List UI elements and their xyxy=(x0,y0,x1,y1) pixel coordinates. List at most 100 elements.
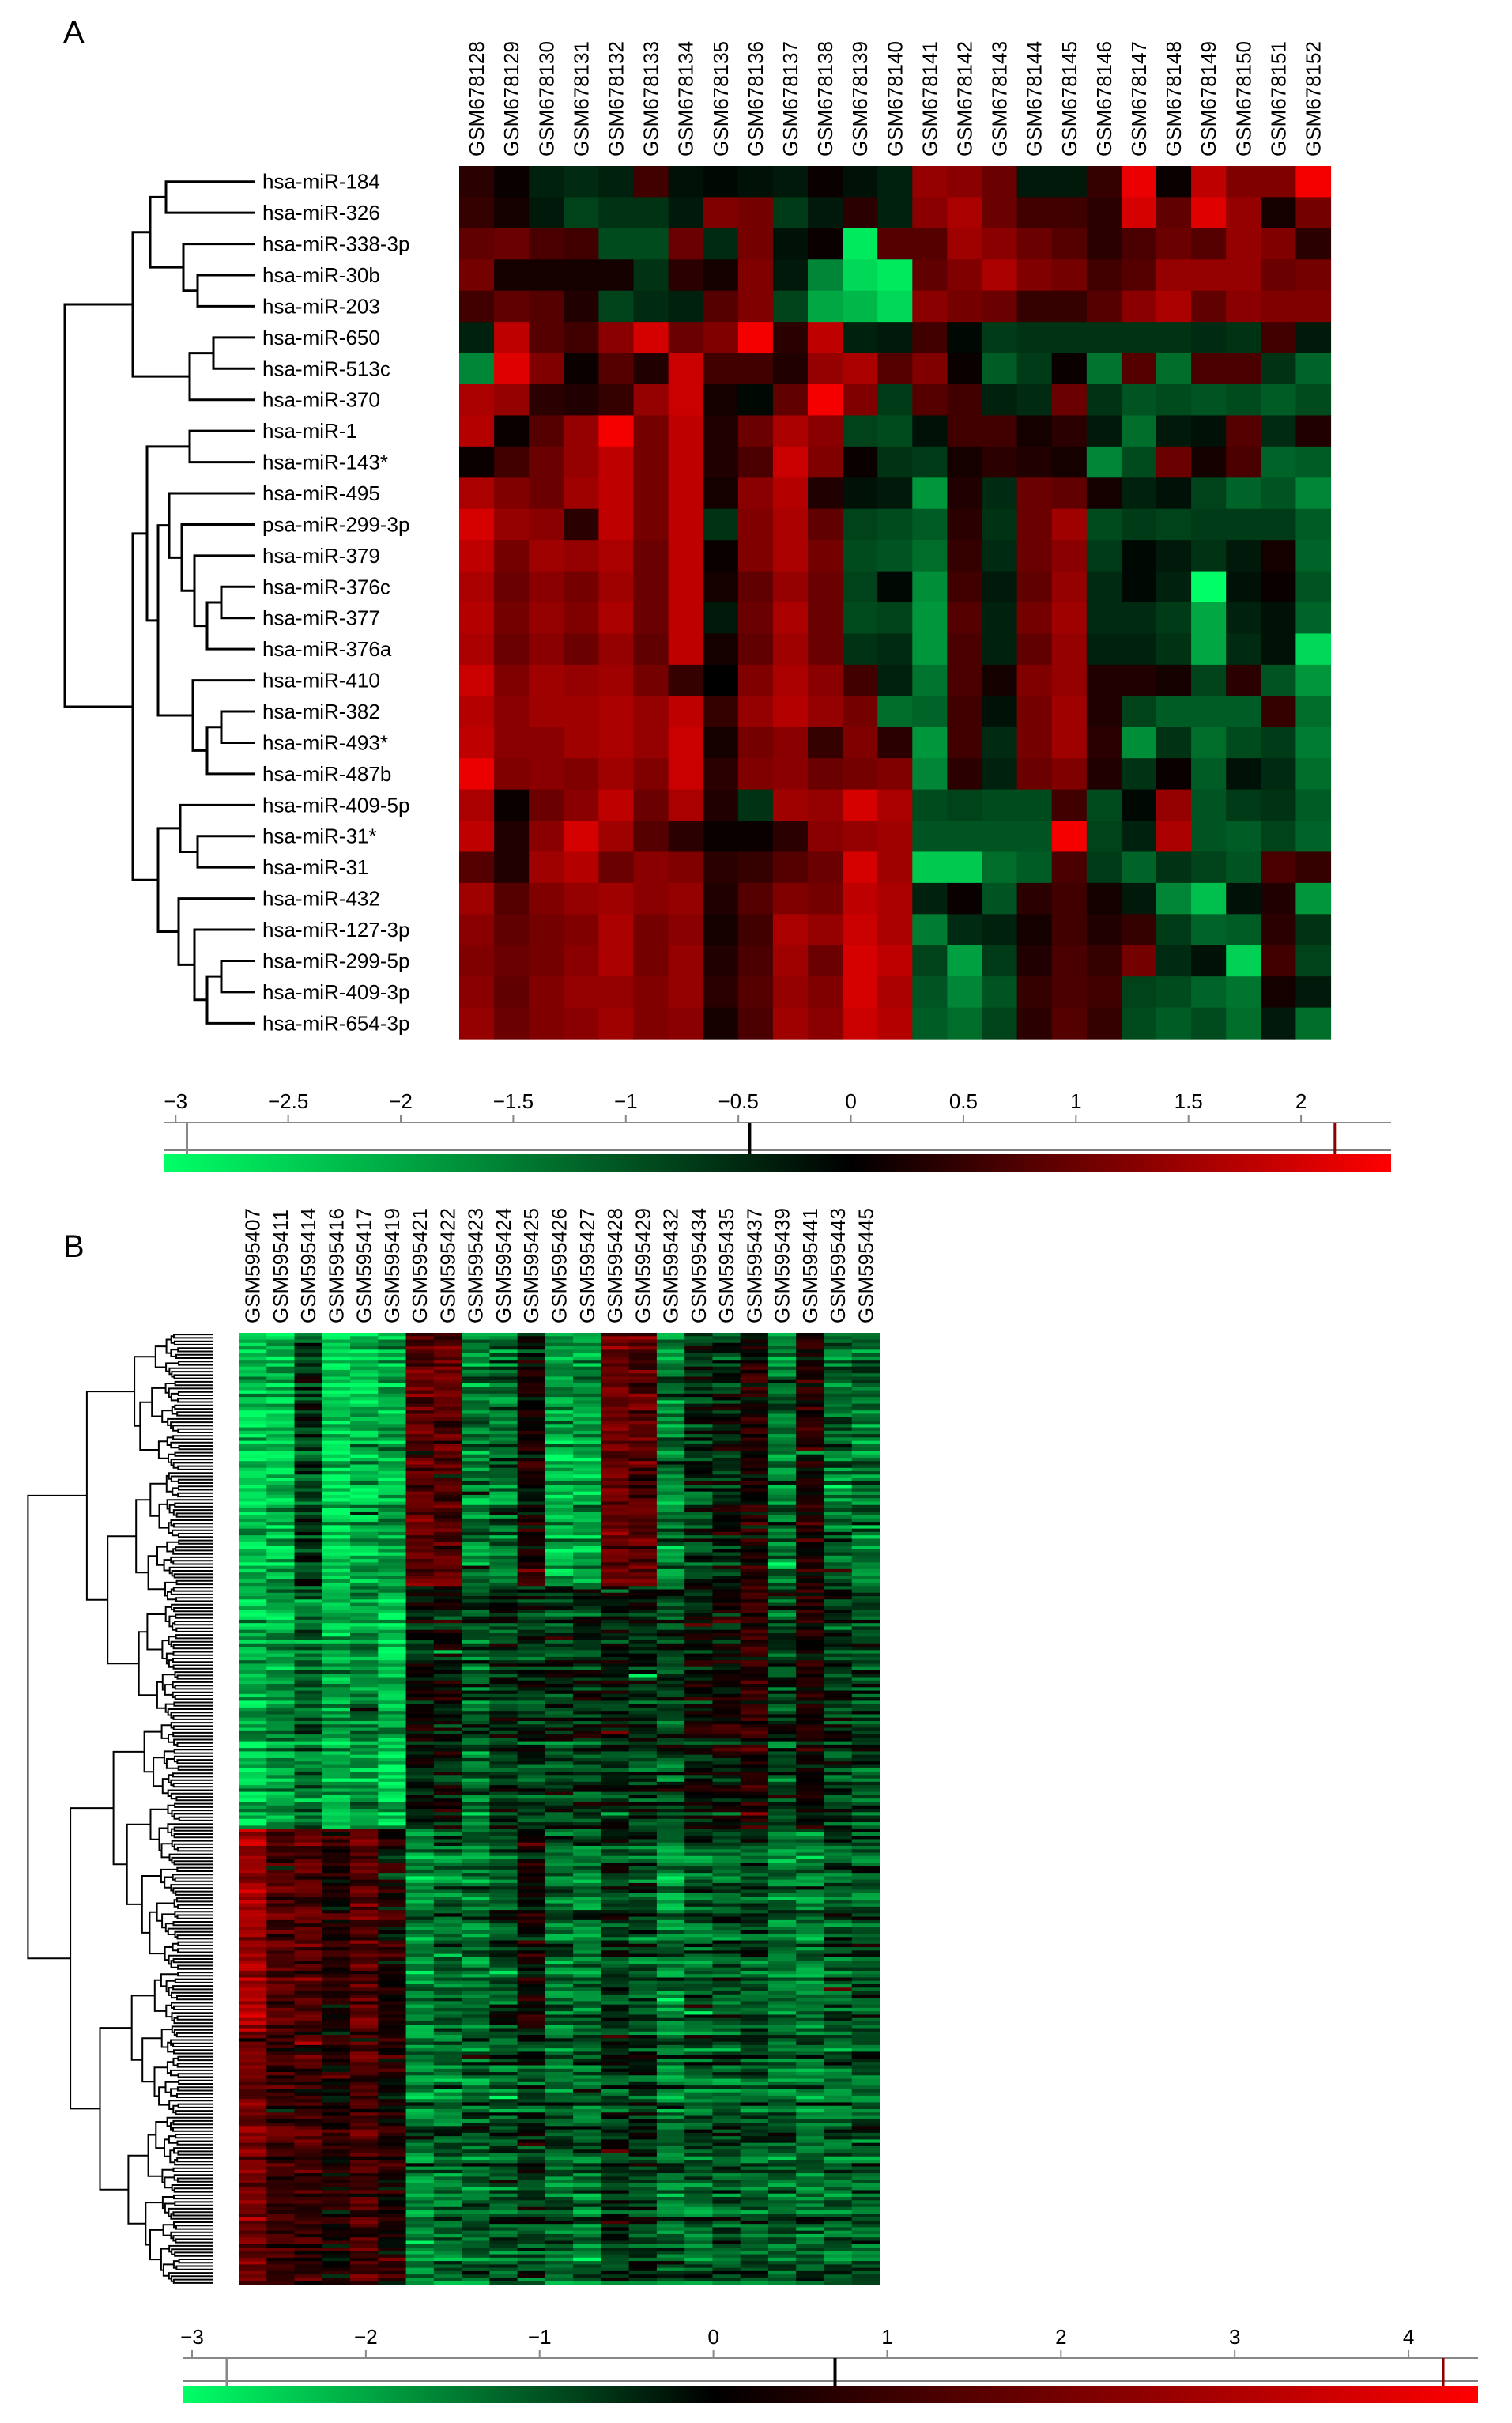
heatmap-cell xyxy=(824,1768,853,1772)
heatmap-cell xyxy=(517,1700,546,1705)
heatmap-cell xyxy=(545,1498,574,1503)
heatmap-cell xyxy=(322,1768,351,1772)
heatmap-cell xyxy=(294,1333,323,1337)
heatmap-cell xyxy=(433,1501,462,1506)
heatmap-cell xyxy=(628,1427,658,1432)
heatmap-cell xyxy=(322,1400,351,1405)
heatmap-cell xyxy=(405,1711,435,1715)
heatmap-cell xyxy=(712,1893,741,1897)
heatmap-cell xyxy=(601,1693,630,1698)
heatmap-cell xyxy=(350,1727,379,1732)
heatmap-cell xyxy=(294,1613,323,1617)
heatmap-cell xyxy=(239,1832,267,1836)
heatmap-cell xyxy=(851,1457,880,1462)
heatmap-cell xyxy=(601,1373,630,1378)
heatmap-cell xyxy=(350,1825,379,1830)
heatmap-cell xyxy=(628,1360,658,1364)
heatmap-cell xyxy=(1261,540,1296,572)
heatmap-cell xyxy=(239,1626,267,1631)
heatmap-cell xyxy=(405,1515,435,1519)
heatmap-cell xyxy=(517,1754,546,1759)
heatmap-cell xyxy=(601,1778,630,1783)
heatmap-cell xyxy=(628,1596,658,1600)
dendrogram-branch xyxy=(177,1347,213,1353)
heatmap-cell xyxy=(824,1565,853,1570)
heatmap-cell xyxy=(489,1788,518,1793)
heatmap-cell xyxy=(294,1690,323,1695)
heatmap-cell xyxy=(433,1879,462,1884)
heatmap-cell xyxy=(378,1410,407,1415)
heatmap-cell xyxy=(851,1349,880,1354)
heatmap-cell xyxy=(462,1690,490,1695)
heatmap-cell xyxy=(405,1592,435,1597)
heatmap-cell xyxy=(684,1849,714,1854)
heatmap-cell xyxy=(433,1802,462,1806)
heatmap-cell xyxy=(545,1677,574,1681)
heatmap-cell xyxy=(628,1369,658,1374)
heatmap-cell xyxy=(684,1406,714,1411)
heatmap-cell xyxy=(796,1707,825,1712)
heatmap-cell xyxy=(628,1751,658,1756)
heatmap-cell xyxy=(712,1610,741,1613)
heatmap-cell xyxy=(628,1403,658,1408)
heatmap-cell xyxy=(628,1836,658,1840)
heatmap-cell xyxy=(405,1461,435,1466)
heatmap-cell xyxy=(462,1849,490,1854)
heatmap-cell xyxy=(239,1478,267,1482)
heatmap-cell xyxy=(1261,758,1296,791)
heatmap-cell xyxy=(628,1568,658,1573)
heatmap-cell xyxy=(633,197,669,229)
heatmap-cell xyxy=(772,322,809,354)
heatmap-cell xyxy=(350,1697,379,1701)
heatmap-cell xyxy=(1051,259,1088,292)
heatmap-cell xyxy=(350,1859,379,1863)
heatmap-cell xyxy=(489,1714,518,1719)
heatmap-cell xyxy=(1121,571,1157,603)
heatmap-cell xyxy=(350,1839,379,1844)
heatmap-cell xyxy=(740,1602,769,1607)
heatmap-cell xyxy=(239,1859,267,1863)
heatmap-cell xyxy=(684,1485,714,1489)
heatmap-cell xyxy=(378,1437,407,1442)
heatmap-cell xyxy=(740,1410,769,1415)
heatmap-cell xyxy=(824,1339,853,1344)
heatmap-cell xyxy=(266,1481,296,1485)
heatmap-cell xyxy=(545,1647,574,1651)
heatmap-cell xyxy=(824,1897,853,1900)
heatmap-cell xyxy=(737,789,774,821)
heatmap-cell xyxy=(598,446,635,478)
heatmap-cell xyxy=(350,1680,379,1685)
heatmap-cell xyxy=(877,633,913,666)
heatmap-cell xyxy=(712,1717,741,1722)
heatmap-cell xyxy=(459,166,495,198)
heatmap-cell xyxy=(712,1376,741,1381)
heatmap-cell xyxy=(462,1876,490,1881)
heatmap-cell xyxy=(796,1417,825,1421)
heatmap-cell xyxy=(266,1485,296,1489)
heatmap-cell xyxy=(462,1818,490,1823)
heatmap-cell xyxy=(740,1879,769,1884)
heatmap-cell xyxy=(266,1397,296,1401)
heatmap-cell xyxy=(433,1781,462,1786)
heatmap-cell xyxy=(294,1798,323,1803)
heatmap-cell xyxy=(633,602,669,635)
heatmap-cell xyxy=(796,1825,825,1830)
heatmap-cell xyxy=(628,1670,658,1674)
heatmap-cell xyxy=(601,1522,630,1526)
heatmap-cell xyxy=(350,1734,379,1738)
heatmap-cell xyxy=(433,1717,462,1722)
heatmap-cell xyxy=(573,1616,601,1621)
heatmap-cell xyxy=(851,1602,880,1607)
heatmap-cell xyxy=(459,664,495,696)
heatmap-cell xyxy=(489,1454,518,1459)
heatmap-cell xyxy=(322,1349,351,1354)
heatmap-cell xyxy=(1156,633,1192,666)
heatmap-cell xyxy=(517,1434,546,1438)
heatmap-cell xyxy=(405,1700,435,1705)
heatmap-cell xyxy=(656,1400,685,1405)
heatmap-cell xyxy=(601,1369,630,1374)
heatmap-cell xyxy=(405,1596,435,1600)
heatmap-cell xyxy=(266,1802,296,1806)
heatmap-cell xyxy=(433,1606,462,1610)
heatmap-cell xyxy=(767,1397,797,1401)
